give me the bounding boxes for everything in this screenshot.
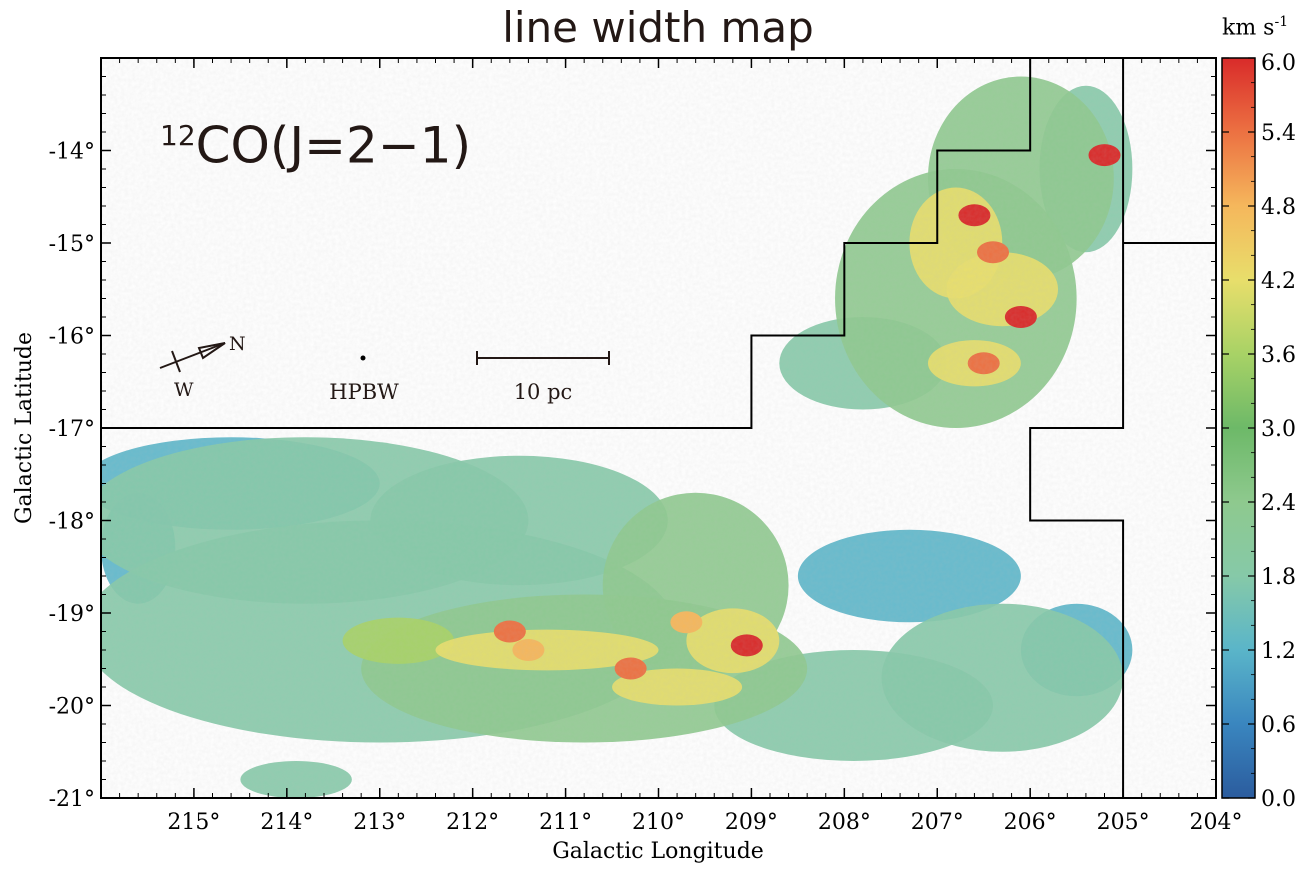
compass-north-label: N xyxy=(229,333,246,355)
compass-west-label: W xyxy=(174,379,194,401)
chart-title: line width map xyxy=(502,3,814,52)
x-tick-label: 210° xyxy=(632,810,685,835)
colorbar-tick-label: 0.0 xyxy=(1261,787,1296,812)
compass-arrowhead xyxy=(197,342,226,360)
compass-west-tick xyxy=(171,350,181,373)
y-tick-label: -14° xyxy=(49,140,95,165)
colorbar-tick-label: 3.6 xyxy=(1261,343,1296,368)
colorbar-tick-label: 6.0 xyxy=(1261,51,1296,76)
colorbar-tick-label: 2.4 xyxy=(1261,491,1296,516)
colorbar-unit-exponent: -1 xyxy=(1274,14,1289,30)
x-tick-label: 208° xyxy=(818,810,871,835)
colorbar-unit-prefix: km s xyxy=(1222,15,1275,41)
beam-label: HPBW xyxy=(329,380,399,404)
y-tick-label: -16° xyxy=(49,325,95,350)
colorbar-tick-label: 5.4 xyxy=(1261,121,1296,146)
x-tick-label: 212° xyxy=(446,810,499,835)
colorbar-unit-label: km s-1 xyxy=(1222,14,1288,40)
x-tick-label: 211° xyxy=(539,810,592,835)
compass-marker: N W xyxy=(159,333,246,401)
colorbar-tick-label: 4.2 xyxy=(1261,269,1296,294)
x-tick-label: 205° xyxy=(1097,810,1150,835)
y-tick-label: -20° xyxy=(49,695,95,720)
y-axis: -14° -15° -16° -17° -18° -19° -20° -21° xyxy=(49,57,1216,812)
transition-label: CO(J=2−1) xyxy=(195,116,472,175)
colorbar-tick-label: 0.6 xyxy=(1261,713,1296,738)
y-tick-label: -21° xyxy=(49,787,95,812)
compass-north-arrow xyxy=(159,342,226,369)
x-axis: 215° 214° 213° 212° 211° 210° 209° 208° 207° 206°… xyxy=(100,58,1243,835)
y-tick-label: -15° xyxy=(49,232,95,257)
colorbar-ticks: 0.0 0.6 1.2 1.8 2.4 3.0 3.6 4.2 4.8 5.4 6.0 xyxy=(1222,51,1296,812)
colorbar-tick-label: 3.0 xyxy=(1261,417,1296,442)
isotope-superscript: 12 xyxy=(160,119,196,152)
x-axis-label: Galactic Longitude xyxy=(552,839,764,864)
y-tick-label: -18° xyxy=(49,510,95,535)
x-tick-label: 215° xyxy=(167,810,220,835)
x-tick-label: 206° xyxy=(1004,810,1057,835)
x-tick-label: 207° xyxy=(911,810,964,835)
x-tick-label: 214° xyxy=(260,810,313,835)
y-tick-label: -19° xyxy=(49,602,95,627)
scale-bar-label: 10 pc xyxy=(514,380,573,404)
x-tick-label: 209° xyxy=(725,810,778,835)
y-tick-label: -17° xyxy=(49,417,95,442)
beam-dot xyxy=(360,355,366,361)
colorbar-tick-label: 4.8 xyxy=(1261,195,1296,220)
y-axis-label: Galactic Latitude xyxy=(12,332,37,524)
colorbar-tick-label: 1.8 xyxy=(1261,565,1296,590)
colorbar-tick-label: 1.2 xyxy=(1261,639,1296,664)
molecular-line-label: 12CO(J=2−1) xyxy=(160,106,471,176)
scale-bar xyxy=(476,351,610,365)
x-tick-label: 213° xyxy=(353,810,406,835)
x-tick-label: 204° xyxy=(1190,810,1243,835)
